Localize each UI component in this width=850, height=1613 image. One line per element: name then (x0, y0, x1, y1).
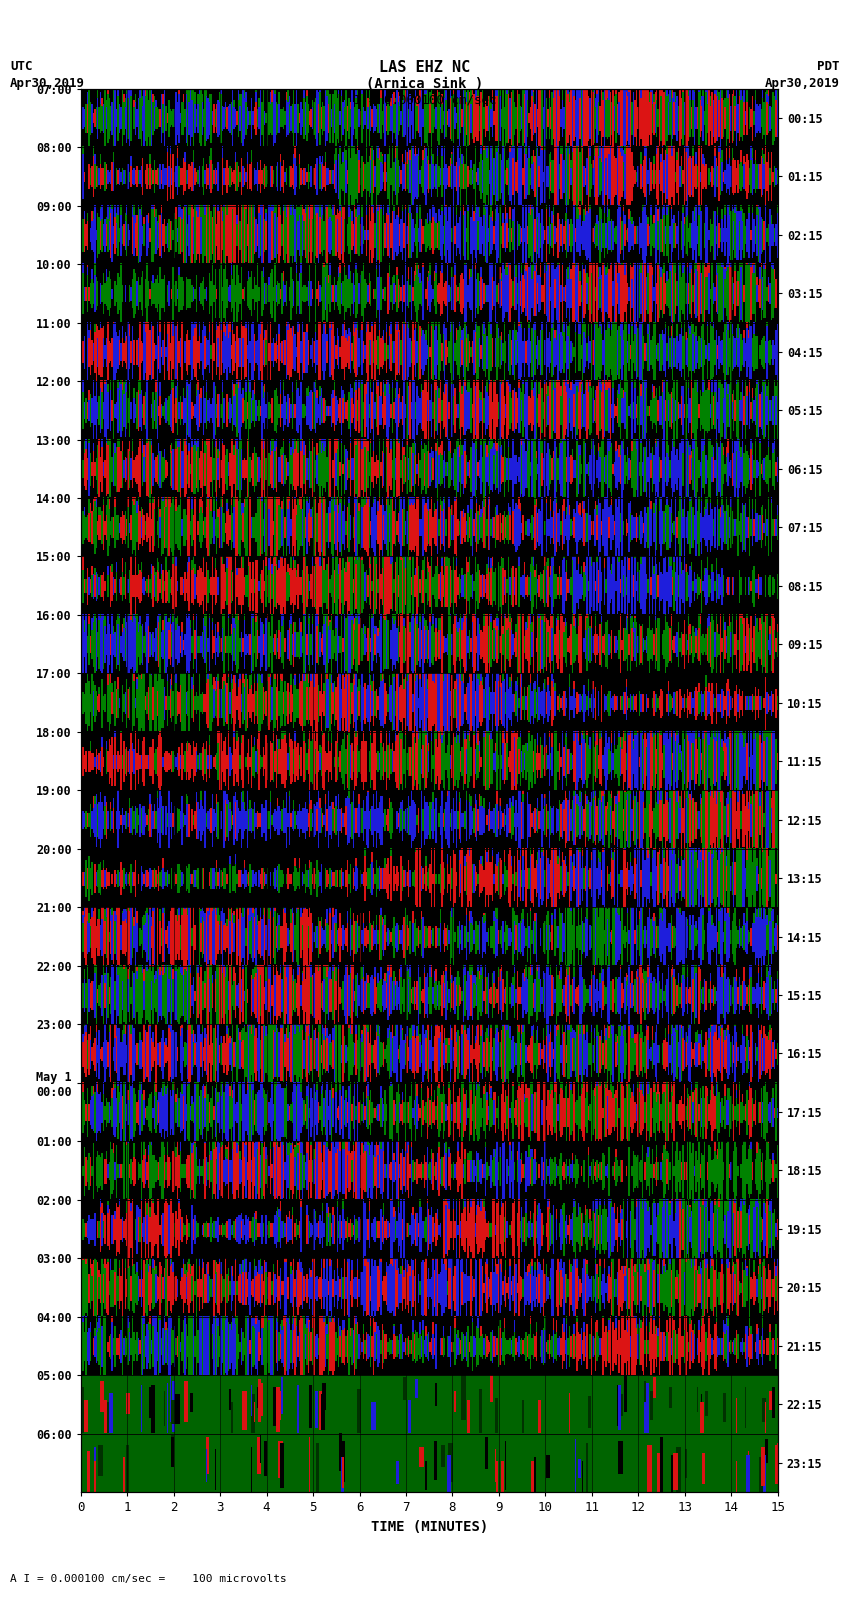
X-axis label: TIME (MINUTES): TIME (MINUTES) (371, 1519, 488, 1534)
Text: UTC: UTC (10, 60, 32, 73)
Text: Apr30,2019: Apr30,2019 (765, 77, 840, 90)
Text: PDT: PDT (818, 60, 840, 73)
Text: LAS EHZ NC: LAS EHZ NC (379, 60, 471, 74)
Text: Apr30,2019: Apr30,2019 (10, 77, 85, 90)
Text: (Arnica Sink ): (Arnica Sink ) (366, 77, 484, 92)
Text: A I = 0.000100 cm/sec =    100 microvolts: A I = 0.000100 cm/sec = 100 microvolts (10, 1574, 287, 1584)
Text: I = 0.000100 cm/sec: I = 0.000100 cm/sec (354, 94, 496, 106)
